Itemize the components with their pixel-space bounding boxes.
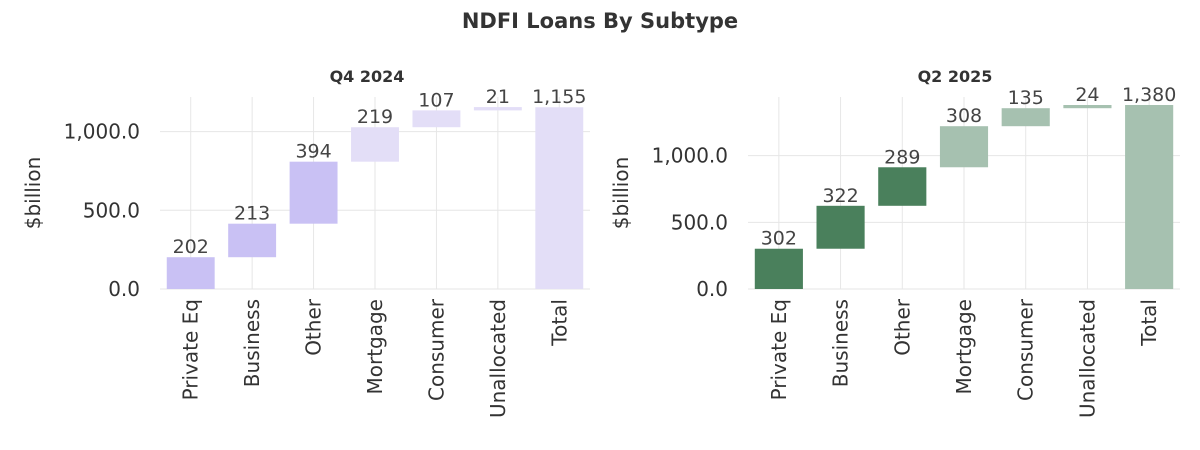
chart-q2-2025: 0.0 500.0 1,000.0 Q2 2025 $billion 302 Private… [609, 67, 1180, 418]
x-tick-label: Private Eq [179, 299, 203, 400]
data-label: 107 [418, 89, 454, 111]
y-axis-label: $billion [21, 157, 45, 230]
x-tick-label: Consumer [424, 298, 448, 401]
y-tick-label: 500.0 [671, 210, 728, 234]
bar-unallocated [1063, 105, 1112, 109]
x-tick-label: Total [547, 299, 571, 347]
x-tick-label: Private Eq [767, 299, 791, 400]
data-label: 213 [234, 203, 270, 225]
data-label: 322 [822, 185, 858, 207]
bar-mortgage [351, 127, 399, 162]
x-tick-label: Other [890, 298, 914, 356]
data-label: 219 [357, 106, 393, 128]
x-tick-label: Other [302, 298, 326, 356]
bar-mortgage [939, 126, 989, 168]
x-tick-label: Business [240, 299, 264, 387]
bar-unallocated [473, 107, 522, 111]
x-tick-label: Mortgage [363, 299, 387, 395]
bar-private-eq [166, 257, 215, 289]
x-tick-label: Unallocated [1075, 299, 1099, 418]
data-label: 202 [173, 236, 209, 258]
data-label: 308 [946, 105, 982, 127]
chart-title: Q2 2025 [918, 67, 993, 86]
bar-consumer [1001, 108, 1050, 127]
chart-q4-2024: 0.0 500.0 1,000.0 Q4 2024 $billion 202 Private… [21, 67, 590, 418]
data-label: 24 [1075, 84, 1099, 106]
bar-business [228, 223, 277, 258]
x-tick-label: Business [829, 299, 853, 387]
x-tick-label: Unallocated [486, 299, 510, 418]
x-tick-label: Total [1137, 299, 1161, 347]
x-tick-label: Consumer [1014, 298, 1038, 401]
data-label: 135 [1008, 87, 1044, 109]
data-label: 289 [884, 146, 920, 168]
y-axis-label: $billion [609, 157, 633, 230]
data-label: 394 [295, 141, 331, 163]
data-label: 302 [761, 228, 797, 250]
bar-other [289, 161, 338, 224]
bar-business [816, 205, 865, 249]
x-tick-label: Mortgage [952, 299, 976, 395]
chart-title: Q4 2024 [330, 67, 405, 86]
y-tick-label: 0.0 [108, 277, 140, 301]
y-tick-label: 0.0 [696, 277, 728, 301]
data-label: 21 [486, 86, 510, 108]
data-label: 1,380 [1122, 84, 1176, 106]
bar-consumer [412, 110, 461, 128]
y-tick-label: 500.0 [83, 198, 140, 222]
bar-private-eq [754, 248, 803, 289]
bar-other [878, 167, 927, 206]
bar-total [535, 107, 584, 289]
data-label: 1,155 [532, 86, 586, 108]
figure-title: NDFI Loans By Subtype [461, 9, 739, 33]
y-tick-label: 1,000.0 [64, 120, 140, 144]
y-tick-label: 1,000.0 [652, 144, 728, 168]
bar-total [1125, 105, 1174, 289]
